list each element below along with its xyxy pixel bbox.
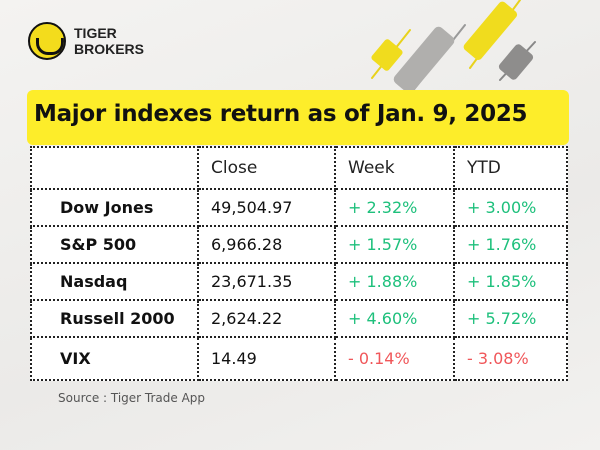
table-row: Nasdaq 23,671.35 + 1.88% + 1.85% — [30, 262, 568, 301]
week-return: + 2.32% — [334, 188, 455, 227]
week-return: - 0.14% — [334, 336, 455, 381]
ytd-return: - 3.08% — [453, 336, 568, 381]
page-title: Major indexes return as of Jan. 9, 2025 — [34, 101, 528, 127]
header-name — [30, 146, 199, 190]
close-value: 14.49 — [197, 336, 336, 381]
index-name: VIX — [30, 336, 199, 381]
header-week: Week — [334, 146, 455, 190]
table-row: Dow Jones 49,504.97 + 2.32% + 3.00% — [30, 188, 568, 227]
title-banner — [27, 90, 569, 145]
index-name: S&P 500 — [30, 225, 199, 264]
index-returns-table: Close Week YTD Dow Jones 49,504.97 + 2.3… — [30, 146, 568, 381]
source-note: Source : Tiger Trade App — [58, 391, 206, 405]
week-return: + 1.57% — [334, 225, 455, 264]
tiger-logo-icon — [28, 22, 66, 60]
ytd-return: + 1.85% — [453, 262, 568, 301]
week-return: + 1.88% — [334, 262, 455, 301]
ytd-return: + 1.76% — [453, 225, 568, 264]
index-name: Dow Jones — [30, 188, 199, 227]
index-name: Nasdaq — [30, 262, 199, 301]
close-value: 6,966.28 — [197, 225, 336, 264]
ytd-return: + 3.00% — [453, 188, 568, 227]
brand-line2: BROKERS — [74, 41, 145, 57]
table-row: Russell 2000 2,624.22 + 4.60% + 5.72% — [30, 299, 568, 338]
brand-line1: TIGER — [74, 25, 117, 41]
ytd-return: + 5.72% — [453, 299, 568, 338]
index-name: Russell 2000 — [30, 299, 199, 338]
table-row: S&P 500 6,966.28 + 1.57% + 1.76% — [30, 225, 568, 264]
week-return: + 4.60% — [334, 299, 455, 338]
close-value: 2,624.22 — [197, 299, 336, 338]
header-close: Close — [197, 146, 336, 190]
close-value: 49,504.97 — [197, 188, 336, 227]
tiger-brokers-logo: TIGER BROKERS — [28, 22, 144, 60]
table-row: VIX 14.49 - 0.14% - 3.08% — [30, 336, 568, 381]
table-header-row: Close Week YTD — [30, 146, 568, 190]
close-value: 23,671.35 — [197, 262, 336, 301]
header-ytd: YTD — [453, 146, 568, 190]
